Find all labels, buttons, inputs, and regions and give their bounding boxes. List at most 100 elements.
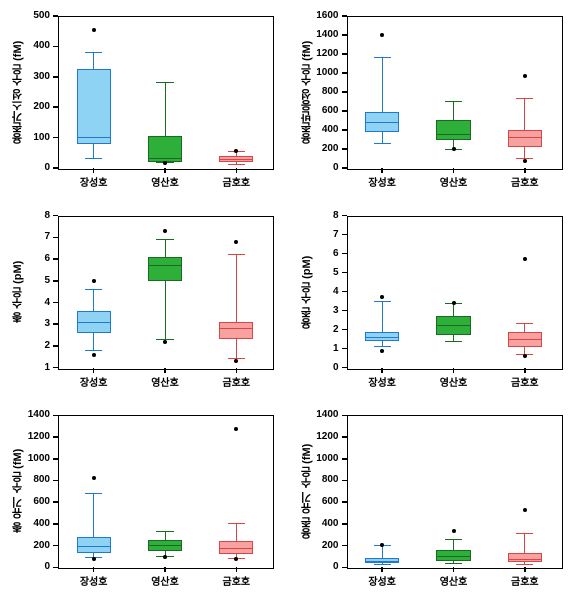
box bbox=[148, 257, 182, 281]
chart-panel: 총 수은 (pM)12345678장성호영산호금호호 bbox=[10, 210, 279, 390]
median-line bbox=[148, 545, 182, 546]
whisker bbox=[93, 144, 94, 159]
y-tick-label: 4 bbox=[10, 297, 50, 308]
x-tick bbox=[236, 168, 238, 173]
median-line bbox=[219, 548, 253, 549]
y-tick-label: 800 bbox=[299, 474, 339, 485]
whisker-cap bbox=[374, 57, 391, 58]
y-tick bbox=[342, 234, 347, 236]
y-tick-label: 7 bbox=[299, 229, 339, 240]
chart-panel: 용존 수은 (pM)012345678장성호영산호금호호 bbox=[299, 210, 568, 390]
whisker-cap bbox=[228, 254, 245, 255]
whisker bbox=[382, 546, 383, 558]
y-tick-label: 3 bbox=[10, 318, 50, 329]
y-tick-label: 500 bbox=[10, 10, 50, 21]
y-tick bbox=[53, 167, 58, 169]
y-tick bbox=[342, 329, 347, 331]
y-tick-label: 800 bbox=[299, 86, 339, 97]
whisker-cap bbox=[156, 239, 173, 240]
y-tick-label: 8 bbox=[299, 210, 339, 221]
x-tick bbox=[524, 368, 526, 373]
y-tick-label: 0 bbox=[299, 162, 339, 173]
x-tick-label: 금호호 bbox=[489, 573, 560, 588]
x-tick-label: 금호호 bbox=[201, 573, 272, 588]
whisker bbox=[382, 58, 383, 112]
x-tick-label: 영산호 bbox=[418, 374, 489, 389]
box bbox=[219, 322, 253, 339]
whisker bbox=[236, 255, 237, 322]
median-line bbox=[148, 158, 182, 159]
y-tick bbox=[53, 323, 58, 325]
whisker-cap bbox=[85, 158, 102, 159]
y-tick-label: 400 bbox=[299, 518, 339, 529]
x-tick-label: 장성호 bbox=[347, 174, 418, 189]
whisker bbox=[236, 339, 237, 359]
y-tick bbox=[342, 53, 347, 55]
box bbox=[77, 69, 111, 143]
x-tick-label: 금호호 bbox=[489, 174, 560, 189]
y-tick-label: 1400 bbox=[10, 409, 50, 420]
y-tick bbox=[53, 501, 58, 503]
y-tick bbox=[53, 302, 58, 304]
y-tick-label: 1600 bbox=[299, 10, 339, 21]
whisker-cap bbox=[228, 164, 245, 165]
y-tick-label: 2 bbox=[299, 324, 339, 335]
whisker-cap bbox=[445, 563, 462, 564]
x-tick bbox=[453, 168, 455, 173]
y-tick bbox=[342, 215, 347, 217]
whisker-cap bbox=[228, 523, 245, 524]
median-line bbox=[508, 137, 542, 138]
x-tick bbox=[93, 168, 95, 173]
y-tick bbox=[53, 415, 58, 417]
x-tick-label: 영산호 bbox=[129, 374, 200, 389]
whisker bbox=[453, 539, 454, 550]
y-tick bbox=[53, 367, 58, 369]
chart-panel: 총 유기 수은 (fM)0200400600800100012001400장성호… bbox=[10, 409, 279, 589]
x-tick bbox=[93, 567, 95, 572]
y-tick-label: 600 bbox=[10, 496, 50, 507]
whisker-cap bbox=[374, 143, 391, 144]
y-tick bbox=[342, 415, 347, 417]
y-tick-label: 0 bbox=[10, 561, 50, 572]
whisker bbox=[524, 99, 525, 130]
y-tick-label: 1000 bbox=[10, 453, 50, 464]
outlier-point bbox=[92, 476, 96, 480]
box bbox=[508, 130, 542, 147]
outlier-point bbox=[523, 74, 527, 78]
y-tick bbox=[53, 137, 58, 139]
y-tick bbox=[342, 545, 347, 547]
whisker-cap bbox=[85, 493, 102, 494]
y-tick-label: 1 bbox=[10, 362, 50, 373]
x-tick-label: 장성호 bbox=[347, 573, 418, 588]
whisker-cap bbox=[85, 52, 102, 53]
x-tick bbox=[524, 567, 526, 572]
whisker bbox=[524, 147, 525, 158]
whisker-cap bbox=[374, 564, 391, 565]
y-tick bbox=[342, 253, 347, 255]
y-tick bbox=[53, 46, 58, 48]
y-tick bbox=[342, 110, 347, 112]
y-tick bbox=[342, 348, 347, 350]
whisker-cap bbox=[374, 346, 391, 347]
whisker bbox=[453, 303, 454, 316]
whisker bbox=[382, 132, 383, 143]
y-tick bbox=[53, 523, 58, 525]
box bbox=[77, 537, 111, 553]
x-tick bbox=[164, 168, 166, 173]
outlier-point bbox=[92, 279, 96, 283]
median-line bbox=[77, 137, 111, 138]
whisker bbox=[524, 324, 525, 332]
whisker-cap bbox=[445, 539, 462, 540]
x-tick bbox=[164, 368, 166, 373]
y-tick bbox=[342, 567, 347, 569]
y-tick bbox=[342, 148, 347, 150]
whisker bbox=[165, 281, 166, 340]
y-tick-label: 200 bbox=[10, 101, 50, 112]
y-tick bbox=[342, 167, 347, 169]
y-tick-label: 3 bbox=[299, 305, 339, 316]
median-line bbox=[77, 322, 111, 323]
median-line bbox=[508, 339, 542, 340]
y-tick bbox=[342, 129, 347, 131]
outlier-point bbox=[380, 349, 384, 353]
box bbox=[508, 553, 542, 562]
